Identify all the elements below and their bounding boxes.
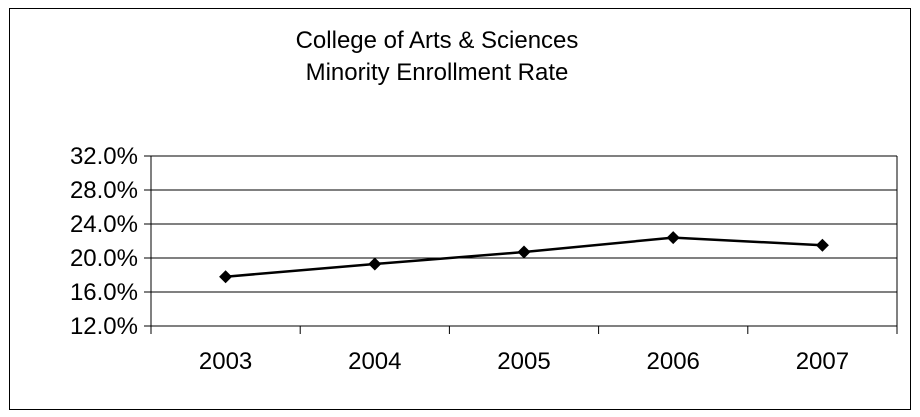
grid-lines bbox=[151, 155, 897, 293]
y-tick-label: 32.0% bbox=[70, 143, 138, 170]
chart-title-line-2: Minority Enrollment Rate bbox=[306, 59, 569, 86]
data-point-marker bbox=[368, 257, 382, 271]
chart-frame bbox=[9, 8, 911, 410]
x-axis-tick-labels: 2003 2004 2005 2006 2007 bbox=[199, 348, 849, 375]
data-markers bbox=[219, 231, 829, 284]
y-tick-label: 24.0% bbox=[70, 211, 138, 238]
y-axis-tick-labels: 32.0% 28.0% 24.0% 20.0% 16.0% 12.0% bbox=[70, 143, 138, 340]
y-tick-label: 16.0% bbox=[70, 279, 138, 306]
chart-title-line-1: College of Arts & Sciences bbox=[296, 27, 579, 54]
x-tick-label: 2004 bbox=[348, 348, 401, 375]
x-tick-label: 2003 bbox=[199, 348, 252, 375]
chart-title: College of Arts & Sciences Minority Enro… bbox=[296, 27, 579, 86]
data-point-marker bbox=[517, 245, 531, 259]
data-point-marker bbox=[219, 270, 233, 284]
data-point-marker bbox=[815, 238, 829, 252]
x-tick-label: 2007 bbox=[796, 348, 849, 375]
axes bbox=[144, 155, 898, 334]
y-tick-label: 12.0% bbox=[70, 313, 138, 340]
y-tick-label: 28.0% bbox=[70, 177, 138, 204]
data-point-marker bbox=[666, 231, 680, 245]
x-tick-label: 2006 bbox=[647, 348, 700, 375]
y-tick-label: 20.0% bbox=[70, 245, 138, 272]
x-tick-label: 2005 bbox=[497, 348, 550, 375]
